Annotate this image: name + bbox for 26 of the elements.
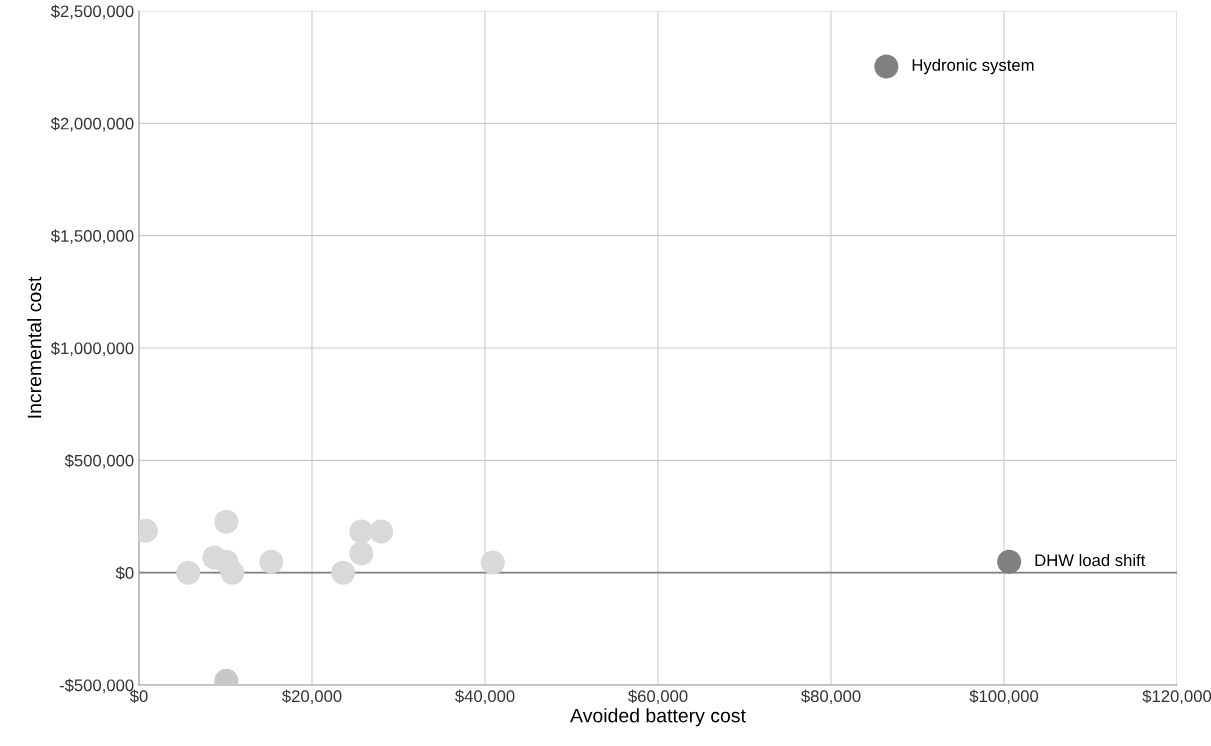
point <box>349 541 374 566</box>
point <box>480 550 505 575</box>
point <box>369 519 394 544</box>
x-tick-label: $60,000 <box>628 689 688 705</box>
point <box>176 560 201 585</box>
point <box>259 549 284 574</box>
y-tick-label: $2,500,000 <box>50 4 134 20</box>
x-tick-label: $40,000 <box>455 689 515 705</box>
point <box>331 560 356 585</box>
y-tick-label: $0 <box>115 566 134 580</box>
y-tick-label: $1,000,000 <box>50 341 134 357</box>
point <box>997 549 1022 574</box>
point <box>874 54 899 79</box>
x-axis-title: Avoided battery cost <box>570 708 746 727</box>
x-tick-label: $20,000 <box>282 689 342 705</box>
point <box>214 509 239 534</box>
y-tick-label: $500,000 <box>64 454 134 469</box>
annotation: Hydronic system <box>912 58 1034 75</box>
y-axis-title: Incremental cost <box>27 276 42 418</box>
point <box>220 560 245 585</box>
y-tick-label: $1,500,000 <box>50 229 134 244</box>
annotation: DHW load shift <box>1035 553 1146 567</box>
x-tick-label: $120,000 <box>1142 689 1211 705</box>
x-tick-label: $80,000 <box>801 689 861 705</box>
y-tick-label: $2,000,000 <box>50 117 134 132</box>
x-tick-label: $100,000 <box>969 689 1039 705</box>
